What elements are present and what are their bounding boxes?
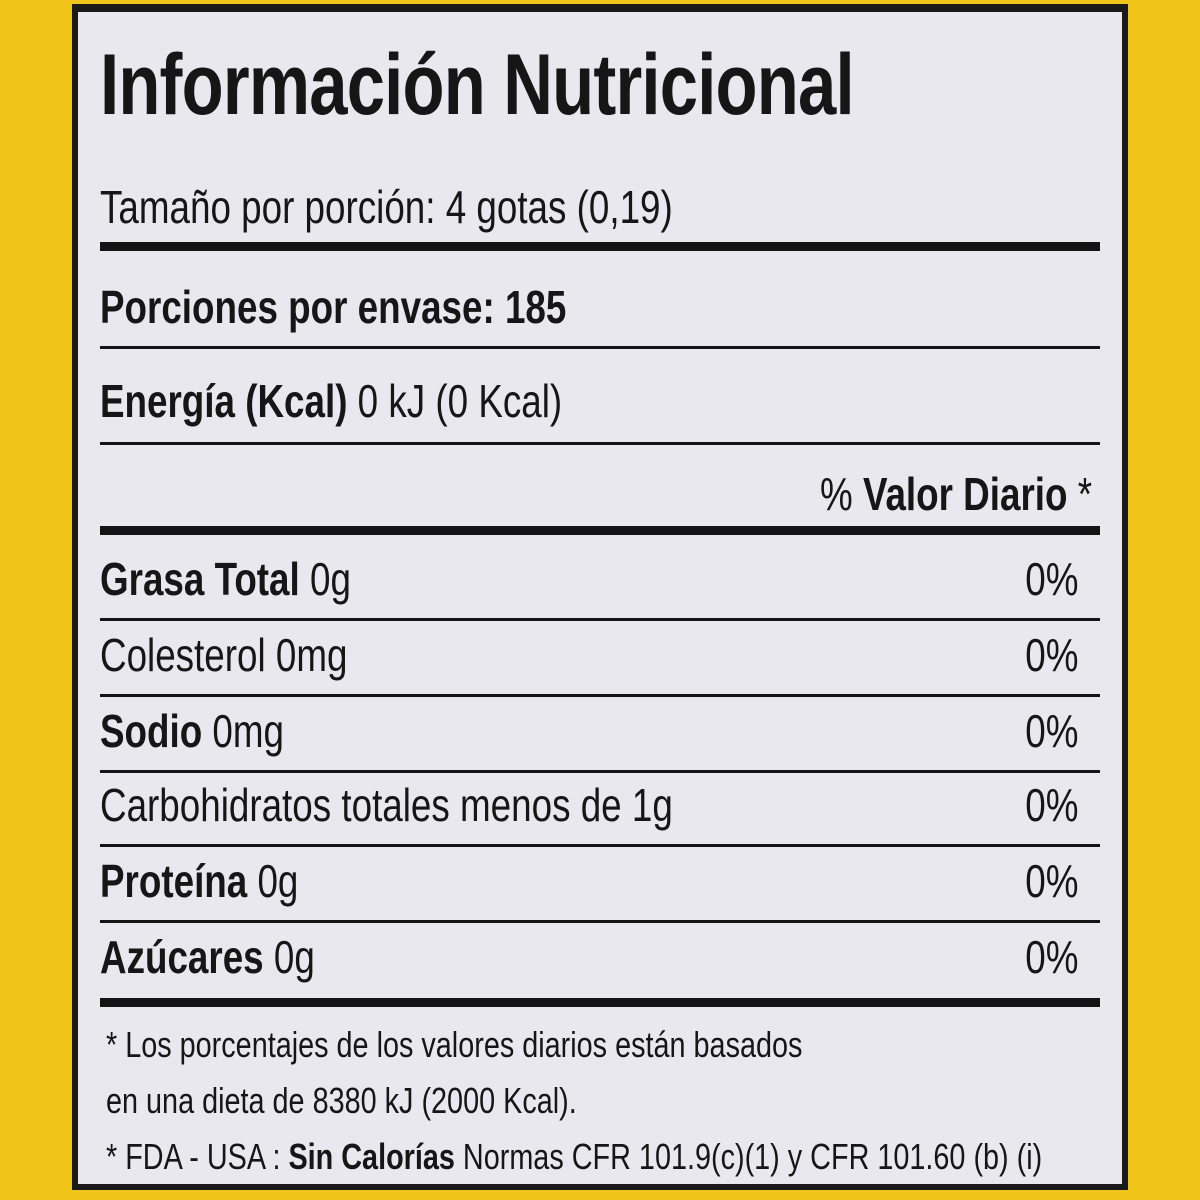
nutrient-label: Carbohidratos totales menos de 1g xyxy=(100,778,673,832)
nutrient-name: Grasa Total xyxy=(100,553,300,605)
nutrient-amount: 0mg xyxy=(265,629,348,681)
nutrient-label: Sodio 0mg xyxy=(100,704,284,758)
nutrient-daily-value: 0% xyxy=(1024,779,1078,831)
nutrient-label: Colesterol 0mg xyxy=(100,628,347,682)
divider-thick xyxy=(100,526,1100,535)
daily-value-text: Valor Diario xyxy=(862,468,1068,520)
divider xyxy=(100,346,1100,349)
nutrient-name: Sodio xyxy=(100,705,203,757)
energy-row: Energía (Kcal) 0 kJ (0 Kcal) xyxy=(100,374,562,428)
footnote-2: en una dieta de 8380 kJ (2000 Kcal). xyxy=(106,1080,577,1121)
divider xyxy=(100,694,1100,697)
energy-value: 0 kJ (0 Kcal) xyxy=(347,375,563,427)
nutrient-daily-value: 0% xyxy=(1024,553,1078,605)
nutrient-daily-value: 0% xyxy=(1024,629,1078,681)
nutrient-label: Azúcares 0g xyxy=(100,930,315,984)
nutrient-name: Proteína xyxy=(100,855,248,907)
divider xyxy=(100,920,1100,923)
nutrient-daily-value: 0% xyxy=(1024,855,1078,907)
divider xyxy=(100,770,1100,773)
nutrient-amount: 0g xyxy=(247,855,299,907)
divider xyxy=(100,844,1100,847)
divider-thick xyxy=(100,242,1100,251)
footnote-3-suffix: Normas CFR 101.9(c)(1) y CFR 101.60 (b) … xyxy=(454,1136,1043,1177)
energy-label: Energía (Kcal) xyxy=(100,375,348,427)
servings-per-container: Porciones por envase: 185 xyxy=(100,281,567,333)
nutrient-amount: 0g xyxy=(263,931,315,983)
label-title: Información Nutricional xyxy=(100,37,855,133)
nutrient-daily-value: 0% xyxy=(1024,705,1078,757)
divider-thick xyxy=(100,998,1100,1007)
asterisk: * xyxy=(1067,468,1092,520)
nutrient-name: Colesterol xyxy=(100,629,266,681)
footnote-1: * Los porcentajes de los valores diarios… xyxy=(106,1024,803,1065)
footnote-3: * FDA - USA : Sin Calorías Normas CFR 10… xyxy=(106,1136,1042,1178)
serving-size: Tamaño por porción: 4 gotas (0,19) xyxy=(100,181,673,233)
nutrient-amount: 0mg xyxy=(202,705,285,757)
daily-value-header: % Valor Diario * xyxy=(820,467,1092,521)
nutrient-label: Proteína 0g xyxy=(100,854,298,908)
nutrient-amount: 0g xyxy=(299,553,351,605)
divider xyxy=(100,618,1100,621)
nutrition-label: Información Nutricional Tamaño por porci… xyxy=(72,4,1128,1190)
footnote-3-prefix: * FDA - USA : xyxy=(106,1136,289,1177)
nutrient-label: Grasa Total 0g xyxy=(100,552,351,606)
nutrient-name: Carbohidratos totales xyxy=(100,779,450,831)
percent-sign: % xyxy=(819,468,863,520)
nutrient-name: Azúcares xyxy=(100,931,264,983)
footnote-3-bold: Sin Calorías xyxy=(288,1136,455,1177)
nutrient-amount: menos de 1g xyxy=(449,779,673,831)
divider xyxy=(100,442,1100,445)
nutrient-daily-value: 0% xyxy=(1024,931,1078,983)
